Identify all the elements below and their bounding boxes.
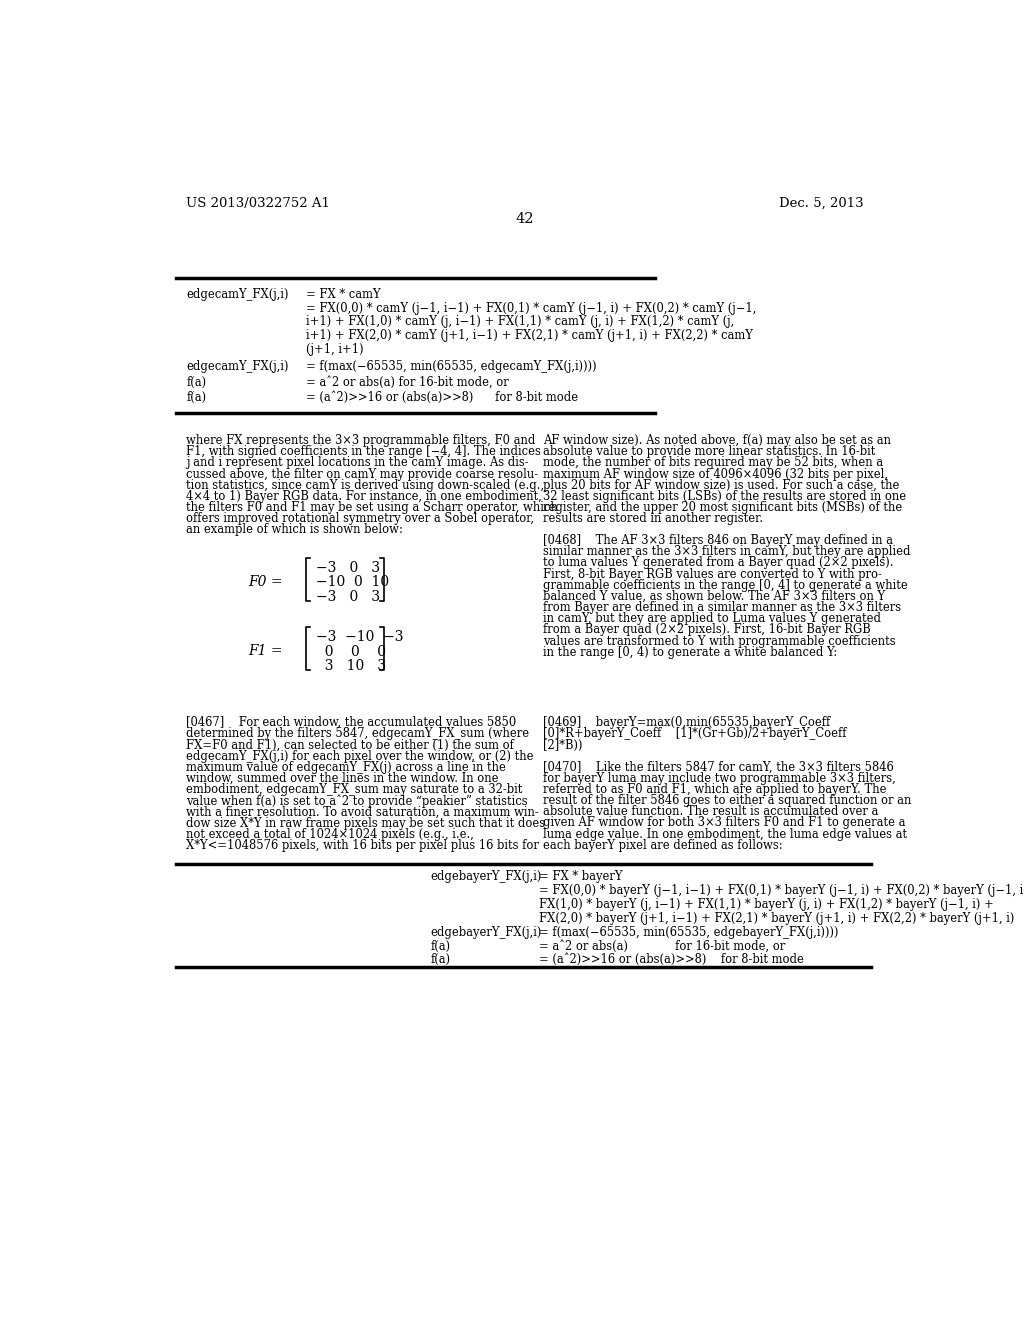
Text: 3   10   3: 3 10 3 bbox=[316, 659, 386, 673]
Text: 32 least significant bits (LSBs) of the results are stored in one: 32 least significant bits (LSBs) of the … bbox=[543, 490, 906, 503]
Text: embodiment, edgecamY_FX_sum may saturate to a 32-bit: embodiment, edgecamY_FX_sum may saturate… bbox=[186, 783, 522, 796]
Text: i+1) + FX(2,0) * camY (j+1, i−1) + FX(2,1) * camY (j+1, i) + FX(2,2) * camY: i+1) + FX(2,0) * camY (j+1, i−1) + FX(2,… bbox=[306, 330, 753, 342]
Text: Dec. 5, 2013: Dec. 5, 2013 bbox=[779, 197, 863, 210]
Text: given AF window for both 3×3 filters F0 and F1 to generate a: given AF window for both 3×3 filters F0 … bbox=[543, 816, 905, 829]
Text: with a finer resolution. To avoid saturation, a maximum win-: with a finer resolution. To avoid satura… bbox=[186, 805, 539, 818]
Text: = FX * camY: = FX * camY bbox=[306, 288, 381, 301]
Text: [0470]    Like the filters 5847 for camY, the 3×3 filters 5846: [0470] Like the filters 5847 for camY, t… bbox=[543, 760, 893, 774]
Text: F1, with signed coefficients in the range [−4, 4]. The indices: F1, with signed coefficients in the rang… bbox=[186, 445, 541, 458]
Text: referred to as F0 and F1, which are applied to bayerY. The: referred to as F0 and F1, which are appl… bbox=[543, 783, 886, 796]
Text: mode, the number of bits required may be 52 bits, when a: mode, the number of bits required may be… bbox=[543, 457, 883, 470]
Text: = (aˆ2)>>16 or (abs(a)>>8)    for 8-bit mode: = (aˆ2)>>16 or (abs(a)>>8) for 8-bit mod… bbox=[539, 953, 804, 966]
Text: determined by the filters 5847, edgecamY_FX_sum (where: determined by the filters 5847, edgecamY… bbox=[186, 727, 529, 741]
Text: = FX(0,0) * bayerY (j−1, i−1) + FX(0,1) * bayerY (j−1, i) + FX(0,2) * bayerY (j−: = FX(0,0) * bayerY (j−1, i−1) + FX(0,1) … bbox=[539, 884, 1024, 898]
Text: 42: 42 bbox=[515, 213, 535, 226]
Text: cussed above, the filter on camY may provide coarse resolu-: cussed above, the filter on camY may pro… bbox=[186, 467, 539, 480]
Text: tion statistics, since camY is derived using down-scaled (e.g.,: tion statistics, since camY is derived u… bbox=[186, 479, 544, 492]
Text: window, summed over the lines in the window. In one: window, summed over the lines in the win… bbox=[186, 772, 499, 785]
Text: −3   0   3: −3 0 3 bbox=[316, 561, 381, 574]
Text: FX(1,0) * bayerY (j, i−1) + FX(1,1) * bayerY (j, i) + FX(1,2) * bayerY (j−1, i) : FX(1,0) * bayerY (j, i−1) + FX(1,1) * ba… bbox=[539, 898, 993, 911]
Text: in the range [0, 4) to generate a white balanced Y:: in the range [0, 4) to generate a white … bbox=[543, 645, 837, 659]
Text: register, and the upper 20 most significant bits (MSBs) of the: register, and the upper 20 most signific… bbox=[543, 502, 902, 513]
Text: 4×4 to 1) Bayer RGB data. For instance, in one embodiment,: 4×4 to 1) Bayer RGB data. For instance, … bbox=[186, 490, 542, 503]
Text: f(a): f(a) bbox=[186, 391, 206, 404]
Text: [2]*B)): [2]*B)) bbox=[543, 739, 582, 751]
Text: f(a): f(a) bbox=[430, 940, 451, 953]
Text: 0    0    0: 0 0 0 bbox=[316, 644, 386, 659]
Text: = (aˆ2)>>16 or (abs(a)>>8)      for 8-bit mode: = (aˆ2)>>16 or (abs(a)>>8) for 8-bit mod… bbox=[306, 391, 579, 404]
Text: US 2013/0322752 A1: US 2013/0322752 A1 bbox=[186, 197, 330, 210]
Text: FX=F0 and F1), can selected to be either (1) the sum of: FX=F0 and F1), can selected to be either… bbox=[186, 739, 514, 751]
Text: f(a): f(a) bbox=[186, 376, 206, 388]
Text: offers improved rotational symmetry over a Sobel operator,: offers improved rotational symmetry over… bbox=[186, 512, 535, 525]
Text: = f(max(−65535, min(65535, edgecamY_FX(j,i)))): = f(max(−65535, min(65535, edgecamY_FX(j… bbox=[306, 360, 597, 374]
Text: where FX represents the 3×3 programmable filters, F0 and: where FX represents the 3×3 programmable… bbox=[186, 434, 536, 447]
Text: similar manner as the 3×3 filters in camY, but they are applied: similar manner as the 3×3 filters in cam… bbox=[543, 545, 910, 558]
Text: f(a): f(a) bbox=[430, 953, 451, 966]
Text: result of the filter 5846 goes to either a squared function or an: result of the filter 5846 goes to either… bbox=[543, 795, 911, 807]
Text: = aˆ2 or abs(a)             for 16-bit mode, or: = aˆ2 or abs(a) for 16-bit mode, or bbox=[539, 940, 785, 953]
Text: balanced Y value, as shown below. The AF 3×3 filters on Y: balanced Y value, as shown below. The AF… bbox=[543, 590, 885, 603]
Text: absolute value function. The result is accumulated over a: absolute value function. The result is a… bbox=[543, 805, 878, 818]
Text: values are transformed to Y with programmable coefficients: values are transformed to Y with program… bbox=[543, 635, 895, 648]
Text: the filters F0 and F1 may be set using a Scharr operator, which: the filters F0 and F1 may be set using a… bbox=[186, 502, 558, 513]
Text: −10  0  10: −10 0 10 bbox=[316, 576, 389, 589]
Text: −3   0   3: −3 0 3 bbox=[316, 590, 381, 605]
Text: −3  −10  −3: −3 −10 −3 bbox=[316, 630, 403, 644]
Text: absolute value to provide more linear statistics. In 16-bit: absolute value to provide more linear st… bbox=[543, 445, 874, 458]
Text: edgecamY_FX(j,i): edgecamY_FX(j,i) bbox=[186, 288, 289, 301]
Text: edgebayerY_FX(j,i): edgebayerY_FX(j,i) bbox=[430, 925, 542, 939]
Text: [0468]    The AF 3×3 filters 846 on BayerY may defined in a: [0468] The AF 3×3 filters 846 on BayerY … bbox=[543, 535, 893, 548]
Text: FX(2,0) * bayerY (j+1, i−1) + FX(2,1) * bayerY (j+1, i) + FX(2,2) * bayerY (j+1,: FX(2,0) * bayerY (j+1, i−1) + FX(2,1) * … bbox=[539, 912, 1014, 925]
Text: maximum value of edgecamY_FX(j) across a line in the: maximum value of edgecamY_FX(j) across a… bbox=[186, 760, 506, 774]
Text: [0467]    For each window, the accumulated values 5850: [0467] For each window, the accumulated … bbox=[186, 717, 516, 729]
Text: plus 20 bits for AF window size) is used. For such a case, the: plus 20 bits for AF window size) is used… bbox=[543, 479, 899, 492]
Text: edgecamY_FX(j,i) for each pixel over the window, or (2) the: edgecamY_FX(j,i) for each pixel over the… bbox=[186, 750, 534, 763]
Text: = aˆ2 or abs(a) for 16-bit mode, or: = aˆ2 or abs(a) for 16-bit mode, or bbox=[306, 376, 509, 388]
Text: value when f(a) is set to aˆ2 to provide “peakier” statistics: value when f(a) is set to aˆ2 to provide… bbox=[186, 795, 527, 808]
Text: in camY, but they are applied to Luma values Y generated: in camY, but they are applied to Luma va… bbox=[543, 612, 881, 626]
Text: grammable coefficients in the range [0, 4] to generate a white: grammable coefficients in the range [0, … bbox=[543, 579, 907, 591]
Text: F0 =: F0 = bbox=[248, 574, 283, 589]
Text: dow size X*Y in raw frame pixels may be set such that it does: dow size X*Y in raw frame pixels may be … bbox=[186, 817, 545, 830]
Text: (j+1, i+1): (j+1, i+1) bbox=[306, 343, 364, 356]
Text: luma edge value. In one embodiment, the luma edge values at: luma edge value. In one embodiment, the … bbox=[543, 828, 906, 841]
Text: each bayerY pixel are defined as follows:: each bayerY pixel are defined as follows… bbox=[543, 838, 782, 851]
Text: j and i represent pixel locations in the camY image. As dis-: j and i represent pixel locations in the… bbox=[186, 457, 528, 470]
Text: from Bayer are defined in a similar manner as the 3×3 filters: from Bayer are defined in a similar mann… bbox=[543, 601, 901, 614]
Text: = FX(0,0) * camY (j−1, i−1) + FX(0,1) * camY (j−1, i) + FX(0,2) * camY (j−1,: = FX(0,0) * camY (j−1, i−1) + FX(0,1) * … bbox=[306, 302, 757, 314]
Text: First, 8-bit Bayer RGB values are converted to Y with pro-: First, 8-bit Bayer RGB values are conver… bbox=[543, 568, 882, 581]
Text: for bayerY luma may include two programmable 3×3 filters,: for bayerY luma may include two programm… bbox=[543, 772, 895, 784]
Text: results are stored in another register.: results are stored in another register. bbox=[543, 512, 763, 525]
Text: to luma values Y generated from a Bayer quad (2×2 pixels).: to luma values Y generated from a Bayer … bbox=[543, 557, 893, 569]
Text: edgebayerY_FX(j,i): edgebayerY_FX(j,i) bbox=[430, 870, 542, 883]
Text: = FX * bayerY: = FX * bayerY bbox=[539, 870, 623, 883]
Text: edgecamY_FX(j,i): edgecamY_FX(j,i) bbox=[186, 360, 289, 374]
Text: maximum AF window size of 4096×4096 (32 bits per pixel,: maximum AF window size of 4096×4096 (32 … bbox=[543, 467, 888, 480]
Text: X*Y<=1048576 pixels, with 16 bits per pixel plus 16 bits for: X*Y<=1048576 pixels, with 16 bits per pi… bbox=[186, 840, 539, 853]
Text: [0469]    bayerY=max(0,min(65535,bayerY_Coeff: [0469] bayerY=max(0,min(65535,bayerY_Coe… bbox=[543, 717, 829, 729]
Text: from a Bayer quad (2×2 pixels). First, 16-bit Bayer RGB: from a Bayer quad (2×2 pixels). First, 1… bbox=[543, 623, 870, 636]
Text: = f(max(−65535, min(65535, edgebayerY_FX(j,i)))): = f(max(−65535, min(65535, edgebayerY_FX… bbox=[539, 925, 839, 939]
Text: not exceed a total of 1024×1024 pixels (e.g., i.e.,: not exceed a total of 1024×1024 pixels (… bbox=[186, 828, 474, 841]
Text: [0]*R+bayerY_Coeff    [1]*(Gr+Gb)/2+bayerY_Coeff: [0]*R+bayerY_Coeff [1]*(Gr+Gb)/2+bayerY_… bbox=[543, 727, 846, 741]
Text: AF window size). As noted above, f(a) may also be set as an: AF window size). As noted above, f(a) ma… bbox=[543, 434, 891, 447]
Text: i+1) + FX(1,0) * camY (j, i−1) + FX(1,1) * camY (j, i) + FX(1,2) * camY (j,: i+1) + FX(1,0) * camY (j, i−1) + FX(1,1)… bbox=[306, 315, 734, 329]
Text: an example of which is shown below:: an example of which is shown below: bbox=[186, 524, 403, 536]
Text: F1 =: F1 = bbox=[248, 644, 283, 657]
